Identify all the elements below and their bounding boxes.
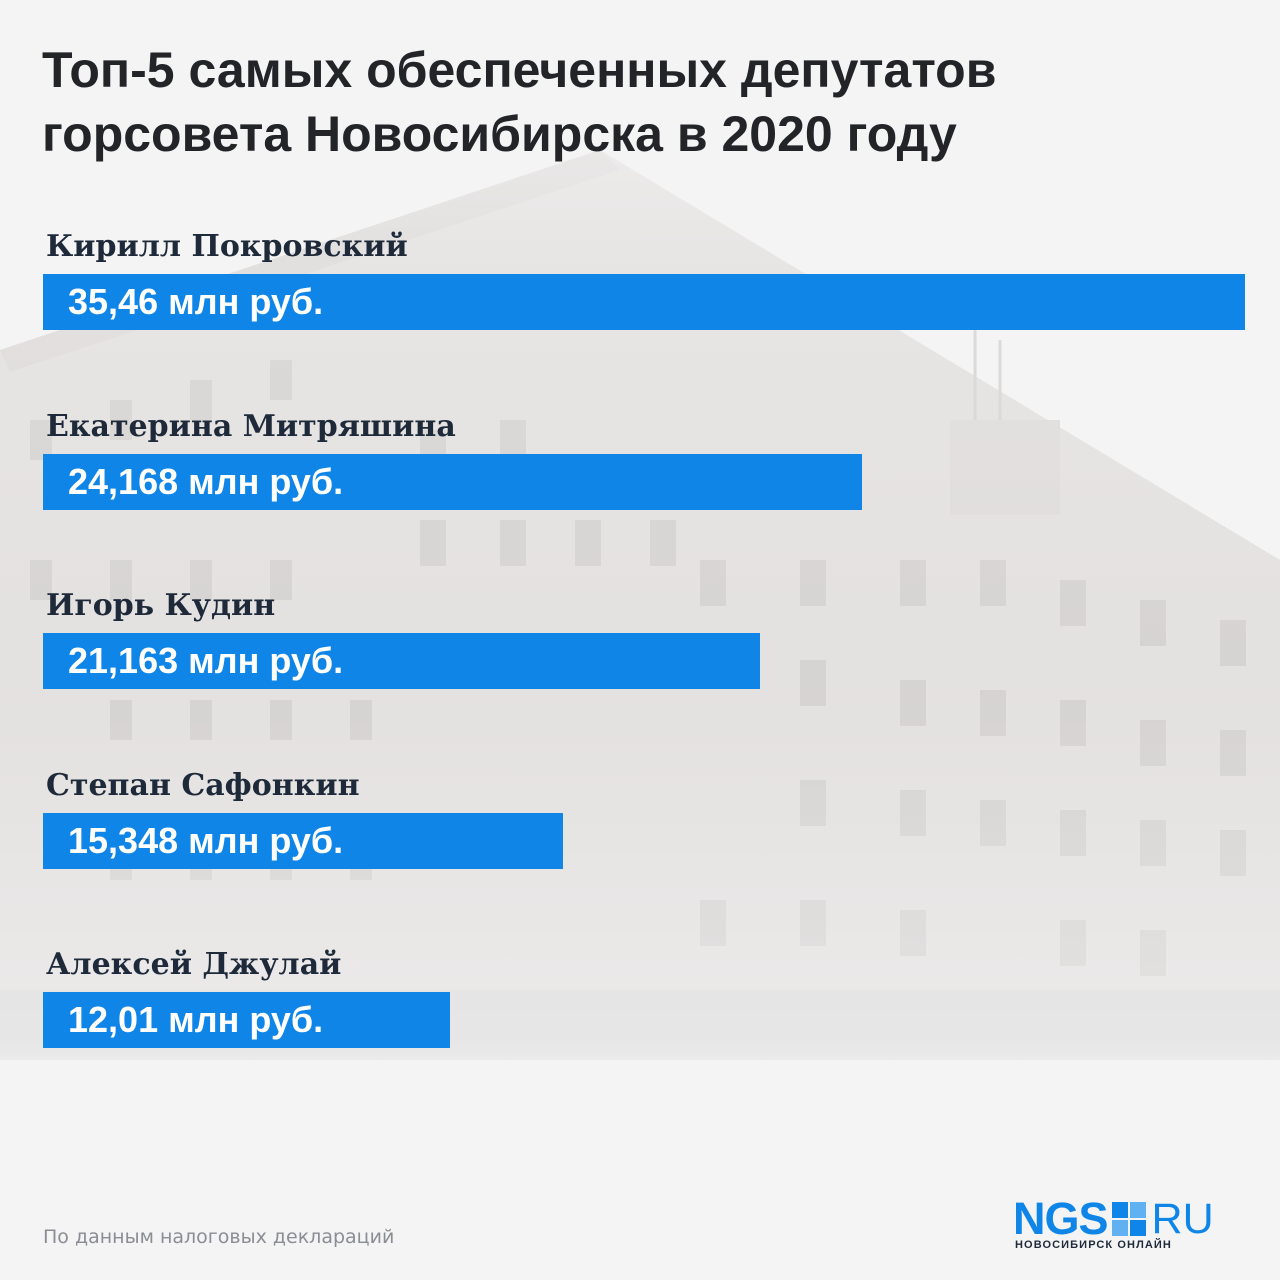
title-line-1: Топ-5 самых обеспеченных депутатов — [42, 42, 997, 98]
category-label: Алексей Джулай — [46, 947, 342, 982]
bar: 21,163 млн руб. — [43, 633, 760, 689]
bar-value-label: 12,01 млн руб. — [68, 999, 324, 1040]
logo-ru-text: RU — [1151, 1195, 1214, 1243]
logo-subtitle: НОВОСИБИРСК ОНЛАЙН — [1015, 1239, 1172, 1251]
bar-chart: Кирилл Покровский 35,46 млн руб. Екатерина… — [43, 229, 1245, 1048]
category-label: Екатерина Митряшина — [46, 408, 456, 444]
ngs-logo[interactable]: NGS RU НОВОСИБИРСК ОНЛАЙН — [1013, 1196, 1247, 1256]
bar-value-label: 24,168 млн руб. — [68, 460, 344, 502]
logo-square-icon — [1111, 1202, 1146, 1236]
bar-value-label: 35,46 млн руб. — [68, 281, 324, 322]
page-title: Топ-5 самых обеспеченных депутатов горсо… — [42, 38, 1242, 166]
category-label: Степан Сафонкин — [46, 767, 360, 803]
category-label: Кирилл Покровский — [46, 229, 408, 264]
bar-value-label: 15,348 млн руб. — [68, 819, 344, 861]
bar-value-label: 21,163 млн руб. — [68, 640, 344, 681]
bar: 35,46 млн руб. — [43, 274, 1245, 330]
source-note: По данным налоговых деклараций — [43, 1226, 395, 1248]
bar: 12,01 млн руб. — [43, 992, 450, 1048]
title-line-2: горсовета Новосибирска в 2020 году — [42, 106, 957, 162]
logo-ngs-text: NGS — [1013, 1193, 1109, 1244]
category-label: Игорь Кудин — [46, 588, 276, 623]
bar: 15,348 млн руб. — [43, 812, 563, 869]
bar: 24,168 млн руб. — [43, 453, 862, 510]
